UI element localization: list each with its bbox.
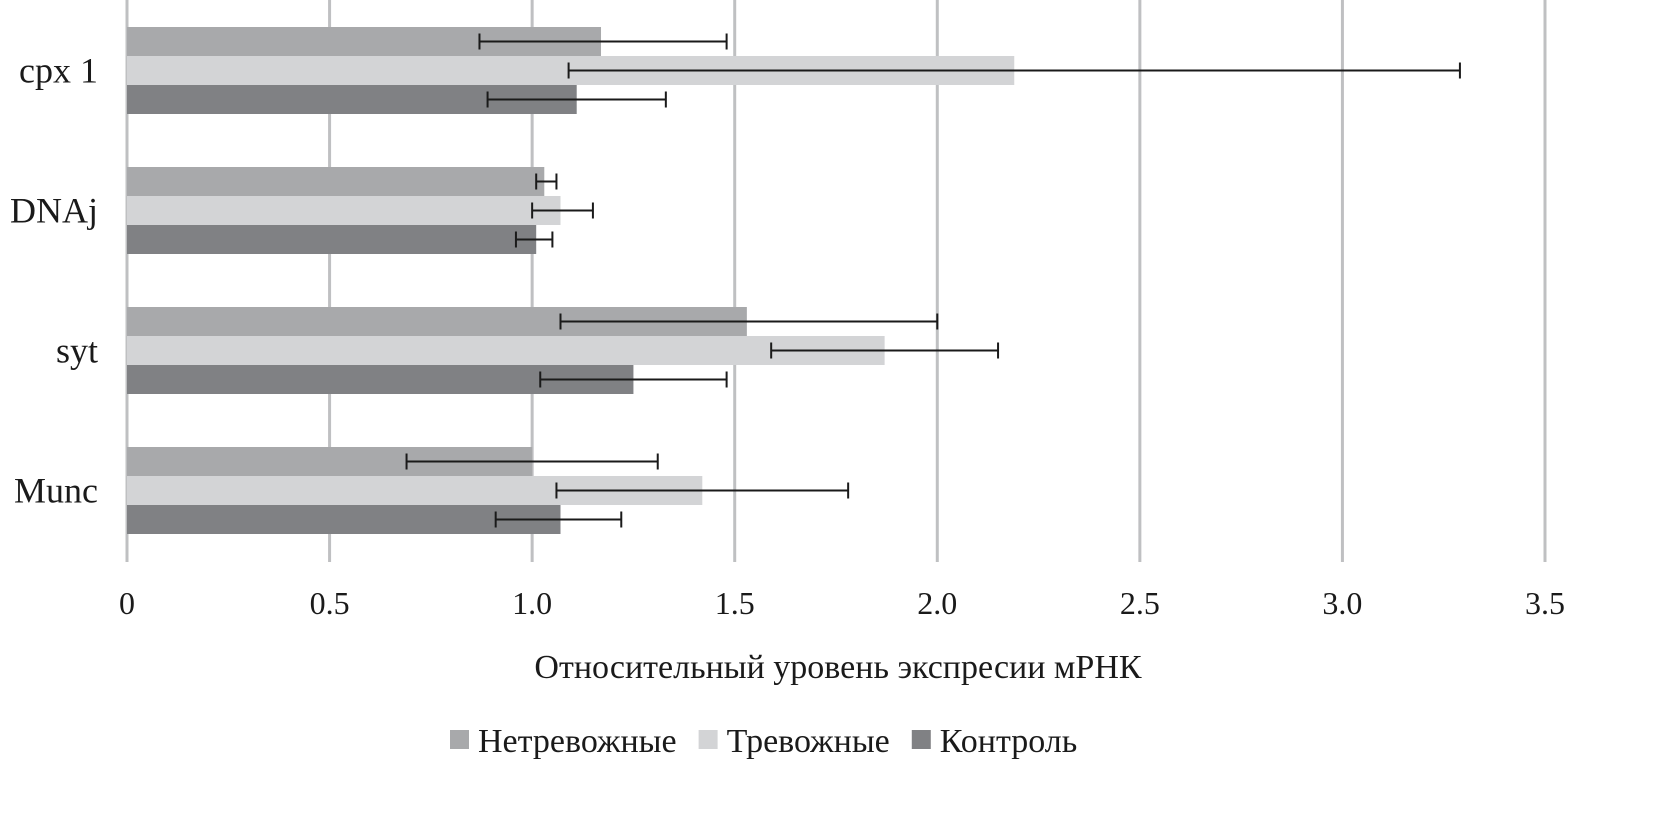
legend-label: Тревожные xyxy=(727,723,890,760)
legend: Нетревожные Тревожные Контроль xyxy=(450,723,1077,760)
x-tick-label-7: 3.5 xyxy=(1525,585,1565,621)
x-tick-label-2: 1.0 xyxy=(512,585,552,621)
legend-label: Нетревожные xyxy=(478,723,677,760)
legend-swatch xyxy=(698,730,718,749)
legend-swatch xyxy=(911,730,931,749)
x-axis-ticks: 0 0.5 1.0 1.5 2.0 2.5 3.0 3.5 xyxy=(119,585,1565,621)
error-bar-munc-1 xyxy=(555,482,850,499)
bars xyxy=(127,27,1015,534)
x-tick-label-3: 1.5 xyxy=(715,585,755,621)
error-bar-munc-0 xyxy=(405,453,659,470)
legend-swatch xyxy=(450,730,469,749)
error-bar-cpx-1-1 xyxy=(567,62,1461,79)
legend-item-1: Тревожные xyxy=(698,723,890,760)
error-bar-cpx-1-0 xyxy=(478,33,728,50)
error-bar-syt-2 xyxy=(539,371,728,388)
category-label-dnaj: DNAj xyxy=(10,191,98,231)
x-tick-label-5: 2.5 xyxy=(1120,585,1160,621)
error-bar-dnaj-1 xyxy=(531,202,594,219)
error-bars xyxy=(405,33,1461,528)
error-bar-cpx-1-2 xyxy=(486,91,667,108)
error-bar-dnaj-2 xyxy=(514,231,554,248)
error-bar-munc-2 xyxy=(494,511,623,528)
legend-item-0: Нетревожные xyxy=(450,723,677,760)
y-axis-categories: cpx 1 DNAj syt Munc xyxy=(10,51,98,511)
category-label-cpx-1: cpx 1 xyxy=(19,51,98,91)
bar-dnaj-2 xyxy=(127,225,537,254)
x-tick-label-0: 0 xyxy=(119,585,135,621)
bar-dnaj-0 xyxy=(127,167,545,196)
bar-syt-1 xyxy=(127,336,885,365)
category-label-munc: Munc xyxy=(14,471,98,511)
x-axis-label: Относительный уровень экспресии мРНК xyxy=(534,649,1141,686)
legend-item-2: Контроль xyxy=(911,723,1077,760)
error-bar-syt-1 xyxy=(770,342,1000,359)
legend-label: Контроль xyxy=(940,723,1077,760)
bar-dnaj-1 xyxy=(127,196,561,225)
x-tick-label-6: 3.0 xyxy=(1322,585,1362,621)
bar-munc-2 xyxy=(127,505,561,534)
x-tick-label-4: 2.0 xyxy=(917,585,957,621)
error-bar-syt-0 xyxy=(559,313,939,330)
category-label-syt: syt xyxy=(56,331,98,371)
error-bar-dnaj-0 xyxy=(535,173,558,190)
x-tick-label-1: 0.5 xyxy=(310,585,350,621)
